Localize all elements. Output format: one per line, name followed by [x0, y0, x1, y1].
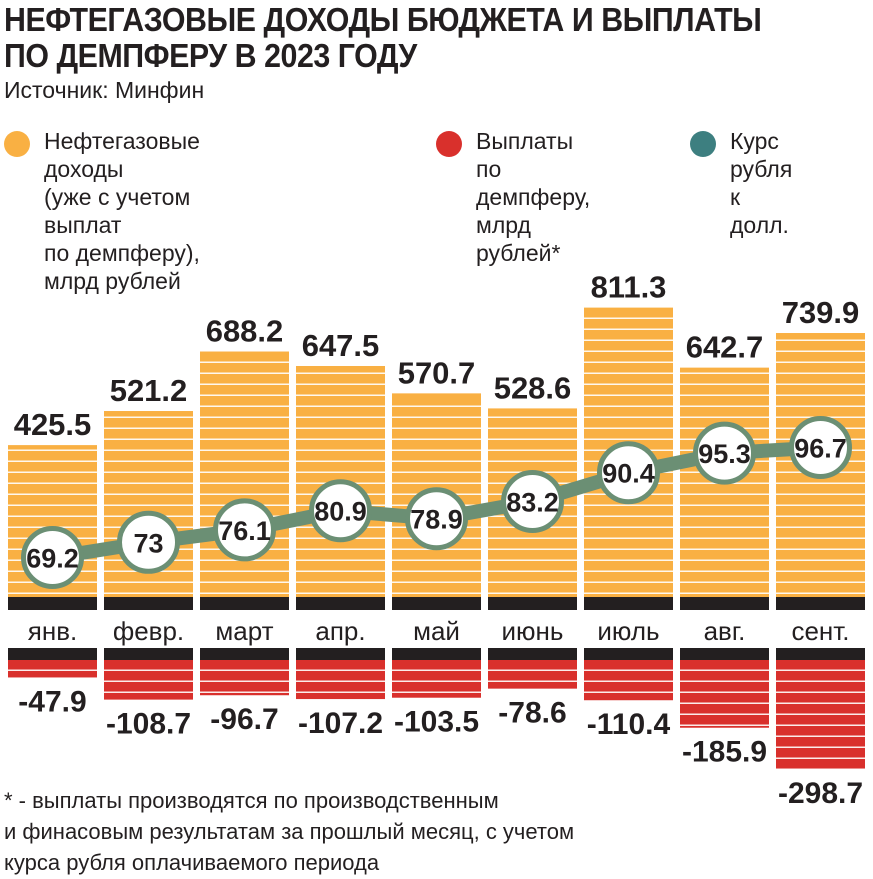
axis-strip — [488, 597, 577, 610]
income-bar-cap — [488, 408, 577, 412]
month-tick-label: апр. — [315, 616, 365, 646]
payment-value-label: -110.4 — [587, 708, 671, 741]
income-value-label: 528.6 — [494, 370, 572, 405]
rate-marker — [117, 510, 180, 574]
axis-strip — [8, 597, 97, 610]
axis-strip — [104, 597, 193, 610]
axis-strip — [296, 597, 385, 610]
income-bar-cap — [680, 367, 769, 371]
rate-marker — [693, 421, 756, 485]
axis-strip — [392, 597, 481, 610]
payment-axis-strip — [8, 648, 97, 660]
payment-value-label: -96.7 — [210, 703, 278, 736]
payment-bar — [200, 660, 289, 696]
income-value-label: 647.5 — [302, 328, 380, 363]
income-value-label: 739.9 — [782, 295, 860, 330]
rate-marker — [501, 470, 564, 533]
teal-dot-icon — [690, 131, 716, 157]
rate-marker — [309, 479, 372, 543]
chart-title: НЕФТЕГАЗОВЫЕ ДОХОДЫ БЮДЖЕТА И ВЫПЛАТЫ ПО… — [4, 1, 762, 74]
payment-axis-strip — [392, 648, 481, 660]
payment-bar — [488, 660, 577, 689]
payment-axis-strip — [584, 648, 673, 660]
payment-value-label: -107.2 — [298, 707, 383, 740]
income-value-label: 570.7 — [398, 355, 476, 390]
income-value-label: 688.2 — [206, 314, 284, 349]
payment-bar — [104, 660, 193, 700]
payment-value-label: -108.7 — [106, 708, 191, 741]
income-bar-cap — [584, 307, 673, 311]
axis-strip — [200, 597, 289, 610]
orange-dot-icon — [4, 131, 30, 157]
payment-bar — [8, 660, 97, 678]
rate-value-label: 73 — [133, 528, 163, 558]
rate-value-label: 76.1 — [218, 516, 271, 546]
month-tick-label: авг. — [704, 616, 746, 646]
rate-value-label: 95.3 — [698, 439, 751, 469]
axis-strip — [776, 597, 865, 610]
legend-label-rate: Курс рубля к долл. — [730, 128, 793, 238]
income-bar-cap — [296, 366, 385, 370]
payment-value-label: -103.5 — [394, 706, 479, 739]
rate-value-label: 69.2 — [26, 544, 79, 574]
income-value-label: 642.7 — [686, 330, 764, 365]
axis-strip — [584, 597, 673, 610]
payment-value-label: -185.9 — [682, 736, 767, 769]
payment-bar — [296, 660, 385, 700]
payment-bar — [776, 660, 865, 769]
footnote: * - выплаты производятся по производстве… — [4, 788, 575, 875]
legend-label-income: Нефтегазовые доходы (уже с учетом выплат… — [44, 128, 200, 294]
rate-marker — [21, 526, 84, 589]
payment-axis-strip — [104, 648, 193, 660]
payment-axis-strip — [776, 648, 865, 660]
month-tick-label: июль — [597, 616, 659, 646]
rate-value-label: 90.4 — [602, 459, 655, 489]
payment-axis-strip — [488, 648, 577, 660]
income-value-label: 521.2 — [110, 373, 188, 408]
month-tick-label: сент. — [791, 616, 849, 646]
rate-value-label: 78.9 — [410, 505, 463, 535]
month-tick-label: янв. — [28, 616, 77, 646]
legend-label-payments: Выплаты по демпферу, млрд рублей* — [476, 128, 591, 266]
rate-value-label: 96.7 — [794, 434, 847, 464]
income-bar-cap — [200, 351, 289, 355]
chart-source: Источник: Минфин — [4, 77, 205, 103]
income-value-label: 811.3 — [591, 270, 667, 305]
income-bar-cap — [776, 333, 865, 337]
payment-bar — [392, 660, 481, 698]
payment-value-label: -78.6 — [498, 697, 566, 730]
payment-value-label: -47.9 — [18, 685, 86, 718]
income-bar-cap — [104, 411, 193, 415]
rate-marker — [213, 498, 276, 562]
red-dot-icon — [436, 131, 462, 157]
month-tick-label: февр. — [113, 616, 184, 646]
rate-marker — [597, 441, 660, 505]
month-tick-label: июнь — [502, 616, 564, 646]
payment-value-label: -298.7 — [778, 777, 863, 810]
rate-marker — [405, 487, 468, 551]
payment-bar — [680, 660, 769, 728]
payment-axis-strip — [680, 648, 769, 660]
payment-bar — [584, 660, 673, 701]
rate-marker — [789, 416, 852, 479]
rate-value-label: 80.9 — [314, 497, 367, 527]
income-bar-cap — [392, 393, 481, 397]
income-bar-cap — [8, 445, 97, 449]
rate-value-label: 83.2 — [506, 488, 559, 518]
axis-strip — [680, 597, 769, 610]
payment-axis-strip — [200, 648, 289, 660]
month-tick-label: март — [215, 616, 273, 646]
income-value-label: 425.5 — [14, 407, 92, 442]
month-tick-label: май — [413, 616, 460, 646]
payment-axis-strip — [296, 648, 385, 660]
